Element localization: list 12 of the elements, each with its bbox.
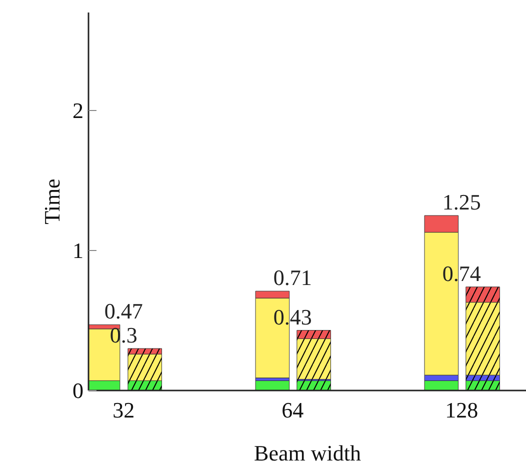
annotation: 0.47 [104,298,143,324]
y-axis-title: Time [40,178,64,224]
annotation: 1.25 [442,190,481,214]
annotation: 0.71 [273,265,312,290]
y-tick-label: 0 [72,378,84,403]
x-axis-title: Beam width [254,440,361,466]
x-tick-label: 64 [282,398,304,422]
y-tick-label: 1 [72,238,84,263]
bar [255,380,290,390]
y-tick-label: 2 [72,98,84,123]
x-tick-label: 32 [112,398,135,422]
x-tick-label: 128 [445,398,478,422]
